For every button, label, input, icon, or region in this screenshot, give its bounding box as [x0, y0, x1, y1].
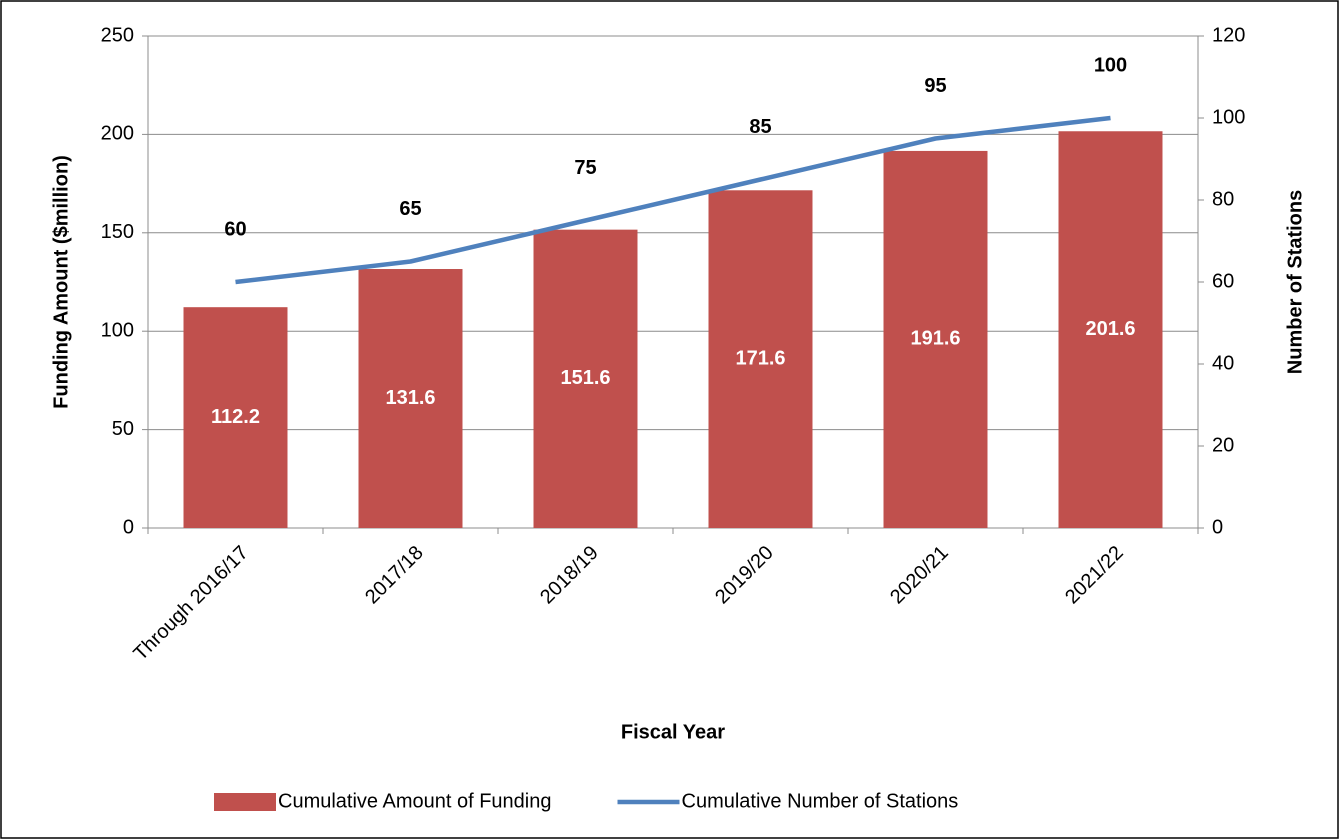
bar-value-label: 151.6: [560, 367, 610, 389]
line-value-label: 75: [574, 157, 596, 179]
y-tick-label: 150: [101, 221, 134, 243]
y-tick-label: 250: [101, 24, 134, 46]
bar-value-label: 112.2: [211, 406, 260, 428]
bar-value-label: 131.6: [385, 387, 435, 409]
line-value-label: 95: [924, 75, 946, 97]
bar-value-label: 191.6: [910, 328, 960, 350]
line-value-label: 60: [224, 218, 246, 240]
y2-tick-label: 40: [1212, 352, 1234, 374]
line-value-label: 65: [399, 198, 421, 220]
y2-tick-label: 0: [1212, 516, 1223, 538]
y-tick-label: 0: [123, 516, 134, 538]
bar-value-label: 171.6: [735, 347, 785, 369]
bar: [533, 229, 638, 529]
x-axis-label: Fiscal Year: [621, 721, 725, 743]
legend-label: Cumulative Amount of Funding: [278, 790, 552, 812]
y2-tick-label: 20: [1212, 434, 1234, 456]
bar: [358, 269, 463, 528]
bar: [708, 190, 813, 528]
bar: [183, 307, 288, 528]
legend-swatch: [214, 793, 276, 811]
line-value-label: 100: [1094, 54, 1127, 76]
y2-tick-label: 80: [1212, 188, 1234, 210]
bar: [1058, 131, 1163, 528]
line-value-label: 85: [749, 116, 771, 138]
legend-label: Cumulative Number of Stations: [682, 790, 959, 812]
bar: [883, 150, 988, 528]
y2-tick-label: 60: [1212, 270, 1234, 292]
y-tick-label: 50: [112, 418, 134, 440]
y-axis-label: Funding Amount ($million): [50, 155, 72, 409]
y2-tick-label: 120: [1212, 24, 1245, 46]
y2-tick-label: 100: [1212, 106, 1245, 128]
line: [235, 115, 1111, 285]
y-tick-label: 200: [101, 123, 134, 145]
y-tick-label: 100: [101, 319, 134, 341]
y2-axis-label: Number of Stations: [1284, 190, 1306, 374]
bar-value-label: 201.6: [1085, 318, 1135, 340]
